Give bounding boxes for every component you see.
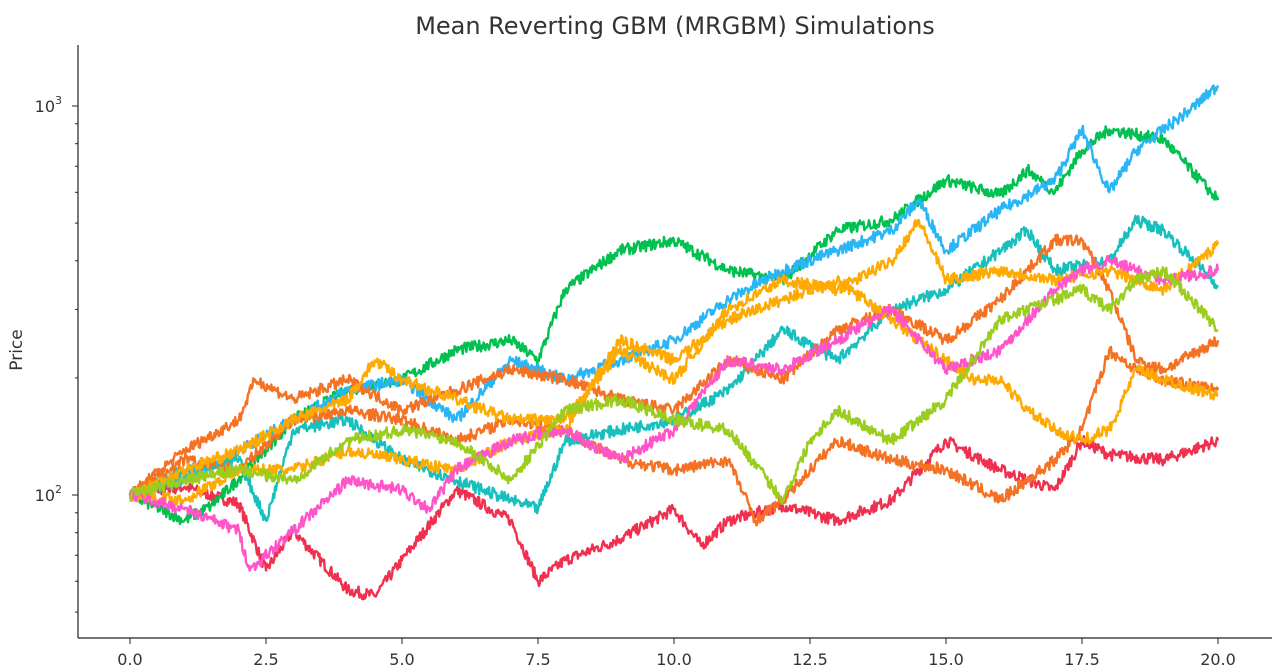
x-tick-label: 12.5: [792, 650, 828, 669]
x-axis-ticks: 0.0 2.5 5.0 7.5 10.0 12.5 15.0 17.5 20.0: [117, 638, 1236, 669]
series-line-7: [128, 218, 1220, 501]
series-lines: [128, 84, 1220, 601]
x-tick-label: 7.5: [525, 650, 550, 669]
y-tick-label: 103: [35, 94, 62, 116]
x-tick-label: 10.0: [656, 650, 692, 669]
x-tick-label: 15.0: [928, 650, 964, 669]
series-line-10: [128, 266, 1219, 505]
series-line-5: [128, 233, 1220, 496]
x-tick-label: 20.0: [1200, 650, 1236, 669]
x-tick-label: 5.0: [389, 650, 414, 669]
series-line-4: [129, 214, 1220, 522]
chart-title: Mean Reverting GBM (MRGBM) Simulations: [415, 12, 935, 40]
x-tick-label: 2.5: [253, 650, 278, 669]
x-tick-label: 17.5: [1064, 650, 1100, 669]
x-tick-label: 0.0: [117, 650, 142, 669]
series-line-8: [128, 275, 1219, 506]
y-tick-label: 102: [35, 483, 62, 505]
y-axis-ticks: 102 103: [35, 94, 78, 613]
y-axis-label: Price: [7, 329, 27, 370]
series-line-1: [128, 435, 1220, 601]
